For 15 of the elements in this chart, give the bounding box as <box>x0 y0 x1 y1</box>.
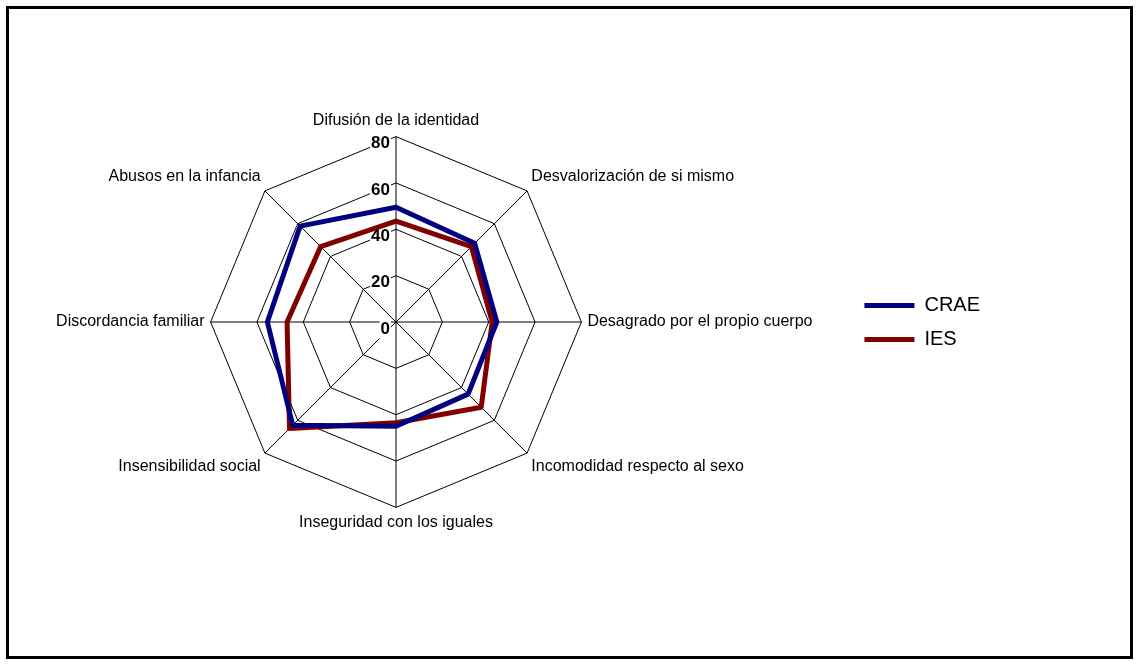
spoke-label: Difusión de la identidad <box>312 111 480 129</box>
spoke-label: Incomodidad respecto al sexo <box>531 457 745 475</box>
y-tick-label: 0 <box>380 318 390 338</box>
legend-label: CRAE <box>924 293 981 316</box>
y-tick-label: 20 <box>371 272 390 292</box>
spoke-label: Desagrado por el propio cuerpo <box>587 312 813 330</box>
spoke-label: Abusos en la infancia <box>108 167 261 185</box>
spoke-label: Inseguridad con los iguales <box>299 513 493 531</box>
spoke-label: Desvalorización de si mismo <box>531 167 735 185</box>
y-tick-label: 60 <box>371 179 390 199</box>
legend-label: IES <box>924 327 957 350</box>
spoke-label: Insensibilidad social <box>118 457 261 475</box>
y-tick-label: 80 <box>371 133 390 153</box>
spoke-label: Discordancia familiar <box>56 312 206 330</box>
y-tick-label: 40 <box>371 225 390 245</box>
